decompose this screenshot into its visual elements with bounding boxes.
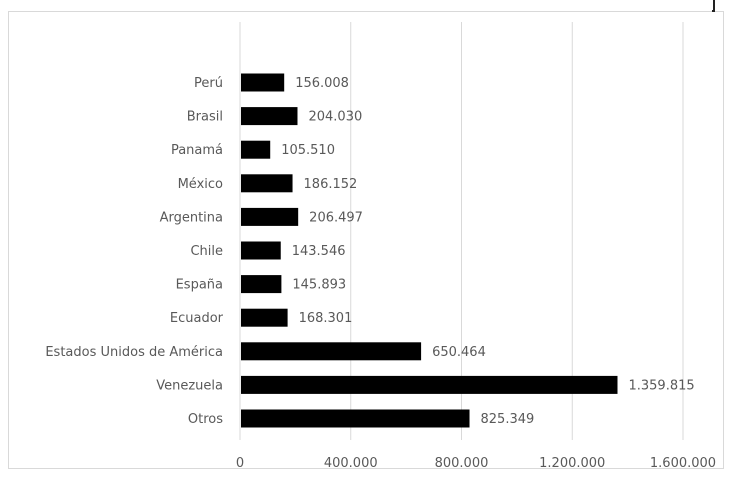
bar xyxy=(241,107,298,126)
bar xyxy=(241,275,282,294)
bar xyxy=(241,207,299,226)
category-label: Otros xyxy=(188,412,223,427)
data-label: 145.893 xyxy=(292,278,346,293)
bar xyxy=(241,308,288,327)
category-label: Perú xyxy=(194,76,223,91)
data-label: 168.301 xyxy=(299,311,353,326)
data-label: 143.546 xyxy=(292,244,346,259)
bar xyxy=(241,73,285,92)
category-label: Brasil xyxy=(187,110,223,125)
x-tick-label: 400.000 xyxy=(324,456,378,471)
data-label: 156.008 xyxy=(295,76,349,91)
corner-bracket-mark xyxy=(712,0,715,12)
category-label: Estados Unidos de América xyxy=(45,345,223,360)
x-tick-label: 1.600.000 xyxy=(650,456,716,471)
data-label: 1.359.815 xyxy=(628,378,694,393)
category-label: Ecuador xyxy=(170,311,224,326)
bar xyxy=(241,241,281,260)
bar xyxy=(241,140,271,159)
bars xyxy=(241,73,618,428)
category-label: Chile xyxy=(190,244,223,259)
category-label: España xyxy=(176,278,223,293)
value-labels: 156.008 204.030 105.510 186.152 206.497 143.5… xyxy=(281,76,694,427)
bar xyxy=(241,375,618,394)
gridlines xyxy=(239,22,684,440)
data-label: 825.349 xyxy=(481,412,535,427)
category-labels: Perú Brasil Panamá México Argentina Chile Espa… xyxy=(45,76,223,427)
category-label: Panamá xyxy=(171,143,223,158)
x-tick-label: 1.200.000 xyxy=(539,456,605,471)
data-label: 206.497 xyxy=(309,210,363,225)
data-label: 650.464 xyxy=(432,345,486,360)
bar xyxy=(241,409,470,428)
bar xyxy=(241,342,422,361)
category-label: México xyxy=(178,177,223,192)
data-label: 105.510 xyxy=(281,143,335,158)
x-tick-label: 0 xyxy=(236,456,244,471)
data-label: 186.152 xyxy=(304,177,358,192)
x-tick-labels: 0 400.000 800.000 1.200.000 1.600.000 xyxy=(236,456,716,471)
x-tick-label: 800.000 xyxy=(435,456,489,471)
bar xyxy=(241,174,293,193)
data-label: 204.030 xyxy=(308,110,362,125)
category-label: Venezuela xyxy=(156,378,223,393)
category-label: Argentina xyxy=(160,210,223,225)
